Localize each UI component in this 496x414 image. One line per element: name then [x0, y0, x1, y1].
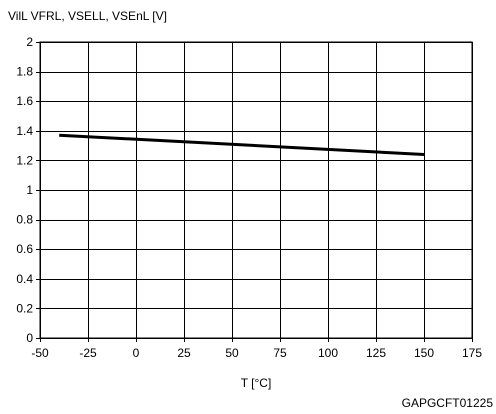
x-tick-label: 75 — [273, 346, 287, 360]
x-tick-label: -50 — [31, 346, 49, 360]
y-tick-label: 1.4 — [16, 124, 33, 138]
x-axis-title: T [°C] — [241, 376, 272, 390]
y-tick-label: 0.8 — [16, 213, 33, 227]
y-tick-label: 0.2 — [16, 301, 33, 315]
y-tick-label: 1 — [26, 183, 33, 197]
x-tick-label: 150 — [414, 346, 434, 360]
x-tick-label: 100 — [318, 346, 338, 360]
y-tick-label: 2 — [26, 35, 33, 49]
y-tick-label: 1.8 — [16, 65, 33, 79]
y-tick-label: 0.4 — [16, 272, 33, 286]
y-tick-labels: 0 0.2 0.4 0.6 0.8 1 1.2 1.4 1.6 1.8 2 — [16, 35, 40, 345]
x-tick-label: 0 — [133, 346, 140, 360]
y-tick-label: 1.2 — [16, 153, 33, 167]
x-tick-label: 125 — [366, 346, 386, 360]
y-tick-label: 0.6 — [16, 242, 33, 256]
series-group — [59, 133, 425, 156]
series-line — [59, 133, 425, 156]
x-tick-labels: -50 -25 0 25 50 75 100 125 150 175 — [31, 338, 482, 360]
grid — [40, 42, 473, 339]
x-tick-label: 25 — [177, 346, 191, 360]
x-tick-label: -25 — [79, 346, 97, 360]
figure-reference: GAPGCFT01225 — [402, 396, 494, 410]
y-tick-label: 1.6 — [16, 94, 33, 108]
x-tick-label: 50 — [225, 346, 239, 360]
y-tick-label: 0 — [26, 331, 33, 345]
y-axis-title: VilL VFRL, VSELL, VSEnL [V] — [8, 9, 167, 23]
x-tick-label: 175 — [462, 346, 482, 360]
